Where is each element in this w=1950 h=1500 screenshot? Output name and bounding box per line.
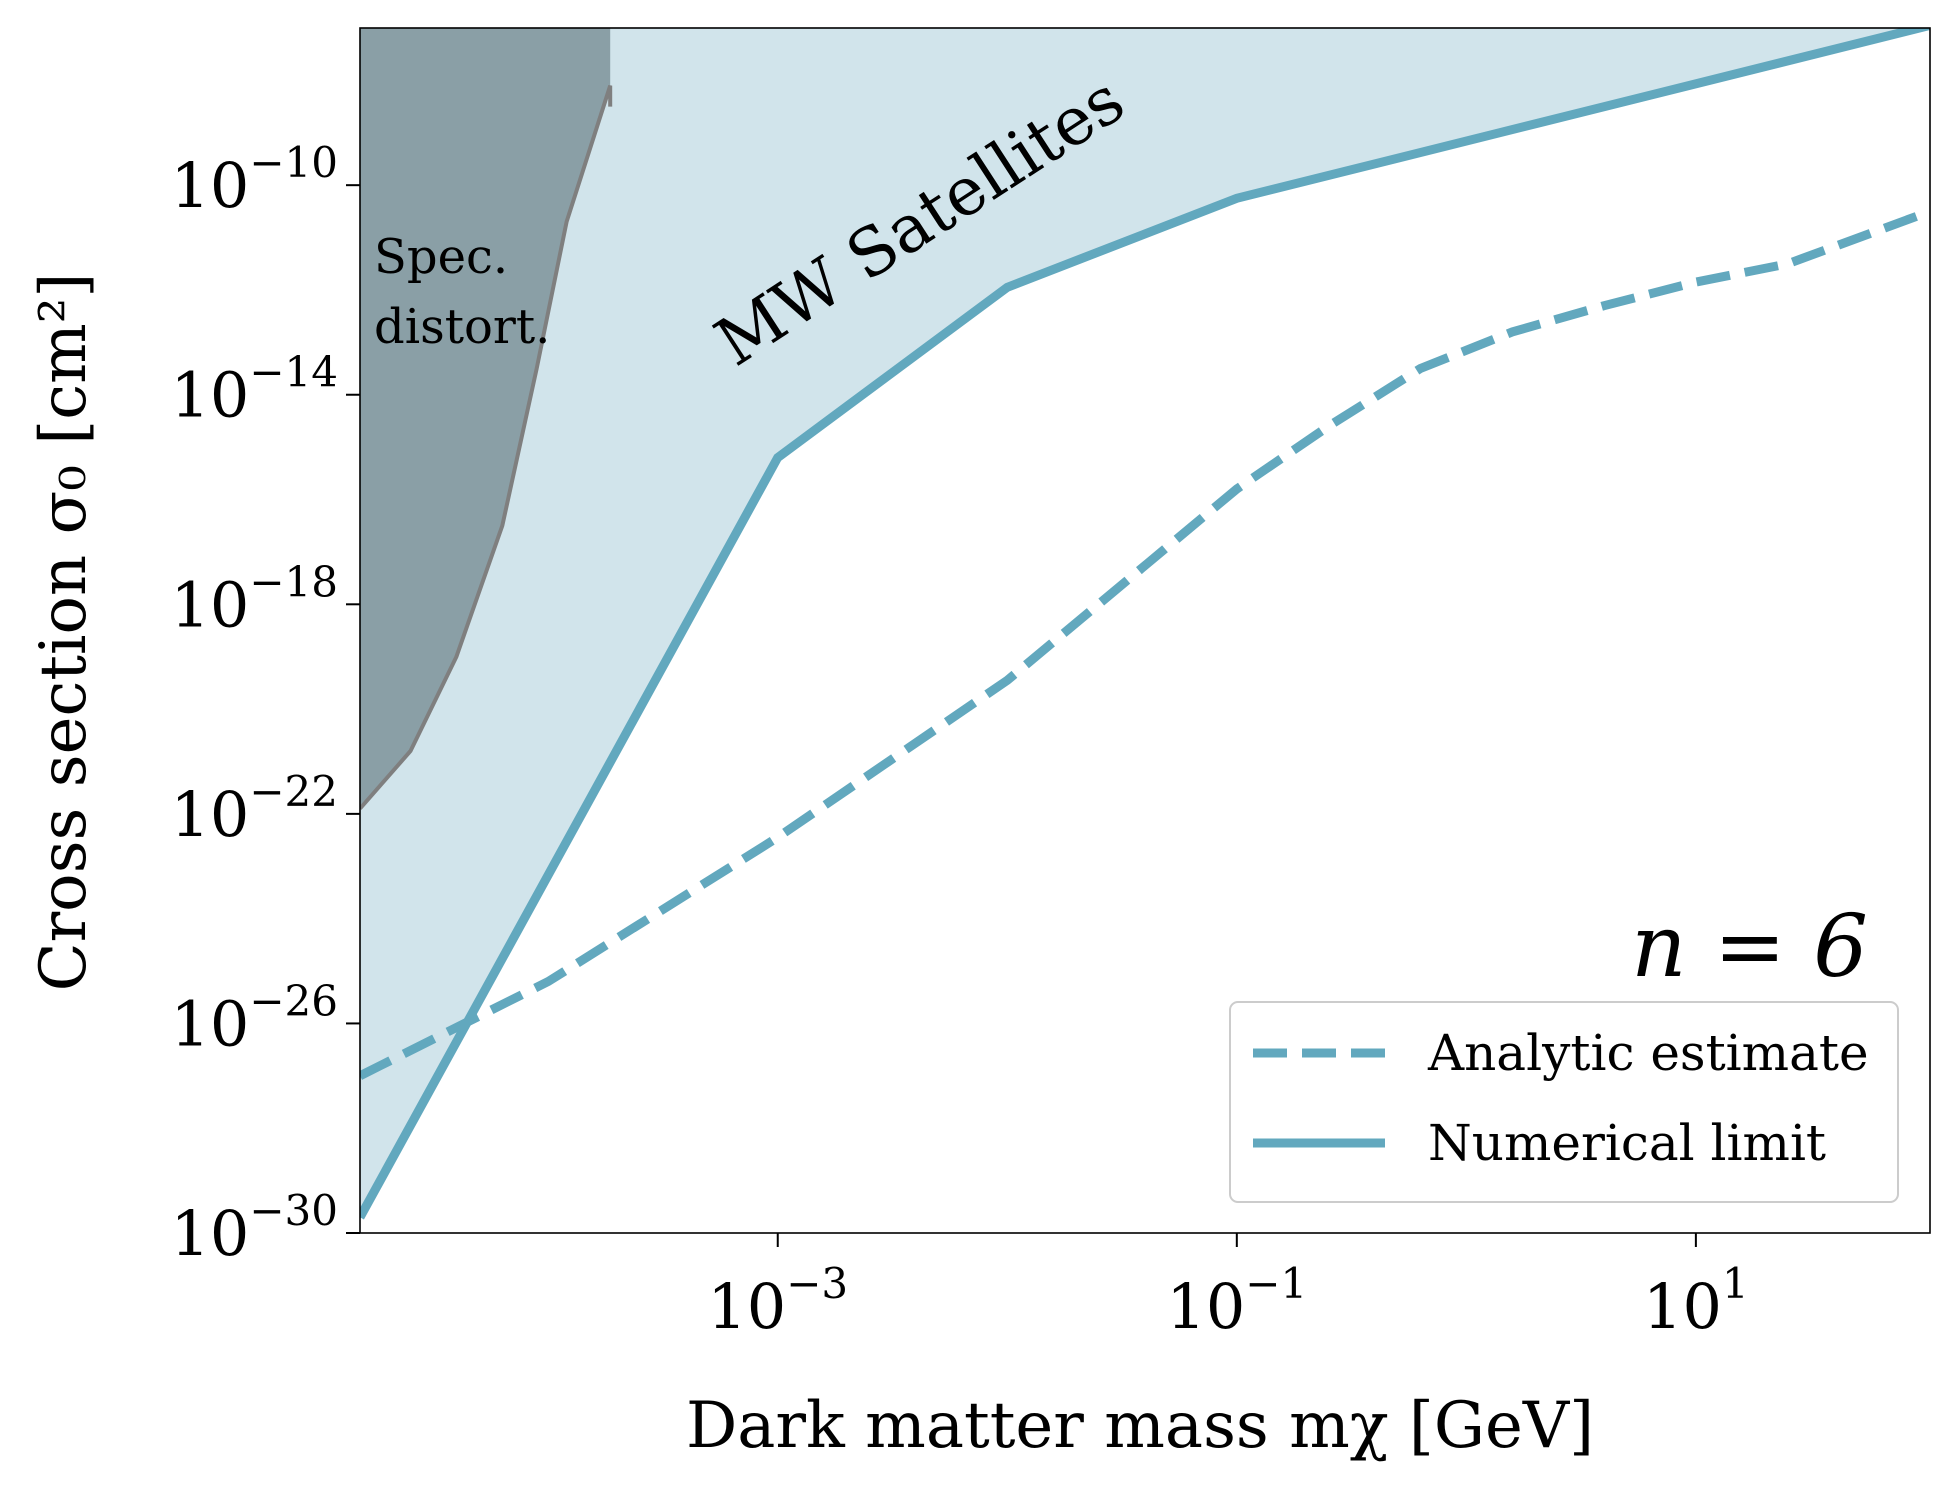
n-annotation: n = 6: [1631, 897, 1868, 997]
y-tick-label: 10−22: [170, 767, 338, 851]
x-axis-label: Dark matter mass mχ [GeV]: [686, 1389, 1594, 1463]
spec-distort-label-line2: distort.: [374, 299, 550, 355]
numerical-limit-line: [360, 28, 1930, 1220]
y-tick-label: 10−26: [170, 976, 338, 1060]
legend: Analytic estimate Numerical limit: [1229, 1001, 1899, 1203]
plot-area: [360, 28, 1930, 1220]
y-tick-label: 10−14: [170, 348, 338, 432]
spectral-distortion-region: [360, 28, 611, 809]
y-tick-label: 10−30: [170, 1186, 338, 1270]
legend-numerical-label: Numerical limit: [1428, 1114, 1826, 1172]
legend-box: [1229, 1001, 1899, 1203]
y-axis-ticks: 10−30 10−26 10−22 10−18 10−14 10−10: [170, 138, 360, 1270]
mw-satellites-region: [360, 28, 1920, 1218]
x-tick-label: 10−1: [1166, 1259, 1307, 1343]
x-tick-label: 101: [1643, 1259, 1749, 1343]
x-tick-label: 10−3: [707, 1259, 848, 1343]
plot-frame: [359, 27, 1931, 1234]
spec-distort-label-line1: Spec.: [374, 229, 508, 285]
spectral-distortion-boundary: [360, 84, 613, 810]
legend-analytic-label: Analytic estimate: [1427, 1024, 1869, 1082]
y-tick-label: 10−18: [170, 557, 338, 641]
x-axis-ticks: 10−3 10−1 101: [707, 1233, 1749, 1343]
analytic-estimate-line: [360, 207, 1930, 1080]
y-tick-label: 10−10: [170, 138, 338, 222]
y-axis-label: Cross section σ₀ [cm²]: [27, 273, 101, 992]
